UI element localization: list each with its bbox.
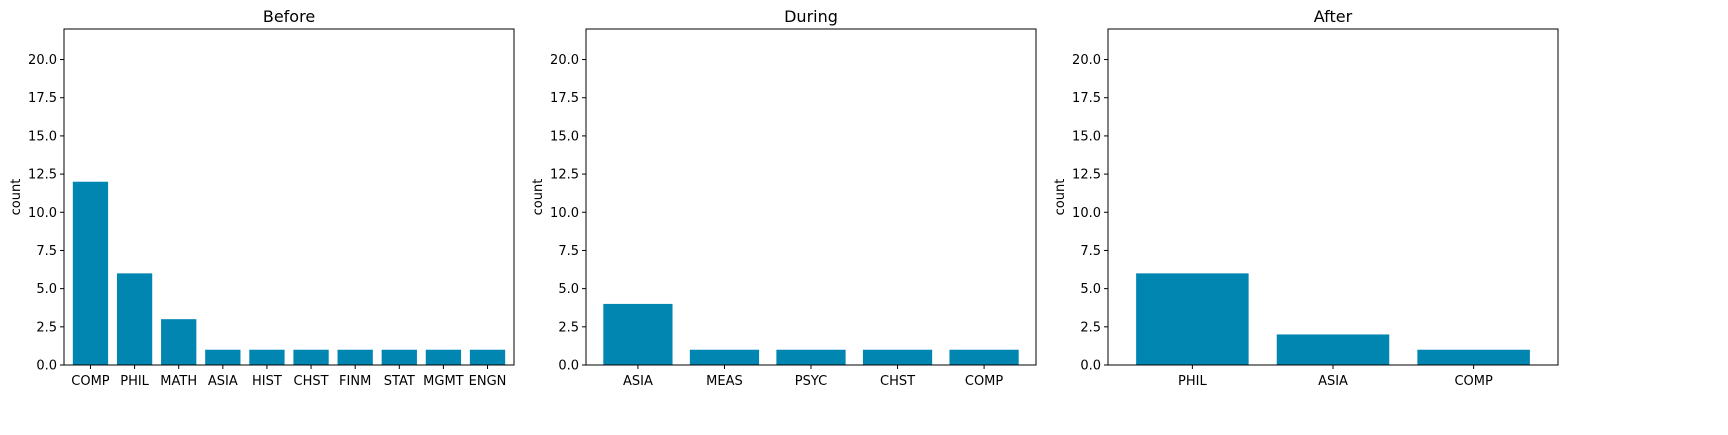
x-tick-label-stat: STAT	[384, 374, 415, 389]
y-tick-label: 10.0	[550, 206, 579, 221]
x-tick-label-engn: ENGN	[469, 374, 507, 389]
chart-title: After	[1314, 7, 1353, 26]
x-tick-label-hist: HIST	[252, 374, 282, 389]
chart-title: During	[784, 7, 838, 26]
chart-panel-2: 0.0 2.5 5.0 7.5 10.0 12.5 15.0 17.5 20.0 ASIA MEAS…	[531, 7, 1037, 389]
bar-mgmt	[425, 349, 462, 365]
y-tick-label: 20.0	[1072, 53, 1101, 68]
y-tick-label: 12.5	[1072, 168, 1101, 183]
y-tick-label: 20.0	[28, 53, 57, 68]
y-tick-label: 17.5	[1072, 91, 1101, 106]
y-tick-label: 17.5	[550, 91, 579, 106]
x-tick-label-math: MATH	[160, 374, 197, 389]
bar-chst	[862, 349, 933, 365]
x-tick-label-asia: ASIA	[208, 374, 238, 389]
chart-panel-1: 0.0 2.5 5.0 7.5 10.0 12.5 15.0 17.5 20.0 COMP PHIL…	[9, 7, 515, 389]
y-tick-label: 7.5	[36, 244, 57, 259]
x-tick-label-chst: CHST	[880, 374, 915, 389]
y-axis-label: count	[531, 179, 546, 216]
x-tick-label-comp: COMP	[1454, 374, 1493, 389]
y-tick-label: 10.0	[1072, 206, 1101, 221]
y-axis-label: count	[9, 179, 24, 216]
chart-panel-3: 0.0 2.5 5.0 7.5 10.0 12.5 15.0 17.5 20.0 PHIL ASIA…	[1053, 7, 1559, 389]
x-tick-label-meas: MEAS	[706, 374, 743, 389]
y-tick-label: 15.0	[1072, 129, 1101, 144]
chart-title: Before	[263, 7, 315, 26]
y-tick-label: 7.5	[1080, 244, 1101, 259]
bar-stat	[381, 349, 417, 365]
x-tick-label-phil: PHIL	[120, 374, 149, 389]
bar-comp	[72, 181, 109, 365]
x-tick-label-psyc: PSYC	[795, 374, 827, 389]
bar-comp	[1417, 349, 1530, 365]
bar-psyc	[776, 349, 846, 365]
x-tick-label-chst: CHST	[294, 374, 329, 389]
y-tick-label: 15.0	[28, 129, 57, 144]
bar-phil	[1136, 273, 1249, 365]
bar-asia	[603, 303, 673, 365]
bar-hist	[249, 349, 285, 365]
x-tick-label-phil: PHIL	[1178, 374, 1207, 389]
y-tick-label: 5.0	[36, 282, 57, 297]
bar-chst	[293, 349, 329, 365]
y-tick-label: 7.5	[558, 244, 579, 259]
x-tick-label-finm: FINM	[339, 374, 371, 389]
y-tick-label: 2.5	[558, 320, 579, 335]
x-tick-label-comp: COMP	[71, 374, 110, 389]
bar-math	[161, 319, 197, 365]
y-tick-label: 12.5	[28, 168, 57, 183]
y-tick-label: 2.5	[1080, 320, 1101, 335]
x-tick-label-mgmt: MGMT	[423, 374, 464, 389]
y-tick-label: 0.0	[1080, 359, 1101, 374]
bar-engn	[469, 349, 506, 365]
bar-meas	[689, 349, 760, 365]
x-tick-label-comp: COMP	[965, 374, 1004, 389]
y-tick-label: 2.5	[36, 320, 57, 335]
axes-frame	[63, 28, 515, 366]
y-tick-label: 15.0	[550, 129, 579, 144]
y-tick-label: 12.5	[550, 168, 579, 183]
x-tick-label-asia: ASIA	[623, 374, 653, 389]
x-tick-label-asia: ASIA	[1318, 374, 1348, 389]
y-tick-label: 20.0	[550, 53, 579, 68]
y-tick-label: 10.0	[28, 206, 57, 221]
bar-finm	[337, 349, 373, 365]
bar-asia	[205, 349, 241, 365]
y-tick-label: 0.0	[558, 359, 579, 374]
bar-comp	[949, 349, 1019, 365]
y-tick-label: 17.5	[28, 91, 57, 106]
y-axis-label: count	[1053, 179, 1068, 216]
bar-asia	[1276, 334, 1390, 365]
y-tick-label: 5.0	[1080, 282, 1101, 297]
y-tick-label: 5.0	[558, 282, 579, 297]
y-tick-label: 0.0	[36, 359, 57, 374]
bar-phil	[116, 273, 153, 365]
